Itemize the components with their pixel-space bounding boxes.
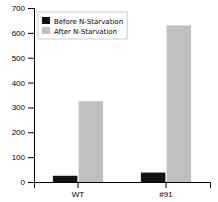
- tick: 500: [12, 54, 34, 63]
- legend-swatch: [42, 27, 50, 34]
- tick-mark: [28, 33, 34, 34]
- tick: 400: [12, 79, 34, 88]
- legend-label: Before N-Starvation: [54, 18, 123, 26]
- tick-mark: [28, 157, 34, 158]
- tick-label: 100: [12, 153, 26, 162]
- bar: [167, 25, 191, 182]
- bar: [79, 101, 103, 182]
- tick-label: 200: [12, 128, 26, 137]
- tick: 100: [12, 153, 34, 162]
- legend-label: After N-Starvation: [54, 28, 117, 36]
- tick-label: 500: [12, 54, 26, 63]
- tick-label: 300: [12, 103, 26, 112]
- legend-item: Before N-Starvation: [42, 17, 123, 26]
- tick: 200: [12, 128, 34, 137]
- tick-mark: [28, 8, 34, 9]
- x-axis: WT #91: [35, 182, 211, 199]
- tick-mark: [28, 83, 34, 84]
- bar: [141, 173, 165, 182]
- tick: 300: [12, 103, 34, 112]
- tick: 0: [21, 178, 34, 187]
- tick-mark: [28, 107, 34, 108]
- tick-label: WT: [72, 190, 85, 199]
- tick-label: 0: [21, 178, 26, 187]
- tick: 600: [12, 29, 34, 38]
- axis-line: [35, 183, 211, 189]
- tick-mark: [28, 182, 34, 183]
- tick-label: 400: [12, 79, 26, 88]
- tick-mark: [28, 132, 34, 133]
- legend-item: After N-Starvation: [42, 27, 117, 36]
- tick: WT: [72, 182, 85, 199]
- series: [79, 25, 191, 182]
- legend-box: [38, 12, 127, 39]
- tick-mark: [166, 182, 167, 188]
- legend: Before N-Starvation After N-Starvation: [38, 12, 127, 39]
- tick-mark: [28, 58, 34, 59]
- chart: 0 100 200 300 400 500 600 700 WT #91 Before N-Star…: [0, 0, 218, 202]
- tick-label: #91: [159, 190, 173, 199]
- tick-label: 600: [12, 29, 26, 38]
- tick: #91: [159, 182, 173, 199]
- tick-mark: [78, 182, 79, 188]
- y-axis: 0 100 200 300 400 500 600 700: [12, 4, 35, 187]
- axis-line: [28, 9, 35, 183]
- bar: [53, 176, 77, 182]
- legend-swatch: [42, 17, 50, 24]
- tick-label: 700: [12, 4, 26, 13]
- bars: [53, 25, 191, 182]
- plot: 0 100 200 300 400 500 600 700 WT #91 Before N-Star…: [12, 4, 211, 199]
- series: [53, 173, 165, 182]
- tick: 700: [12, 4, 34, 13]
